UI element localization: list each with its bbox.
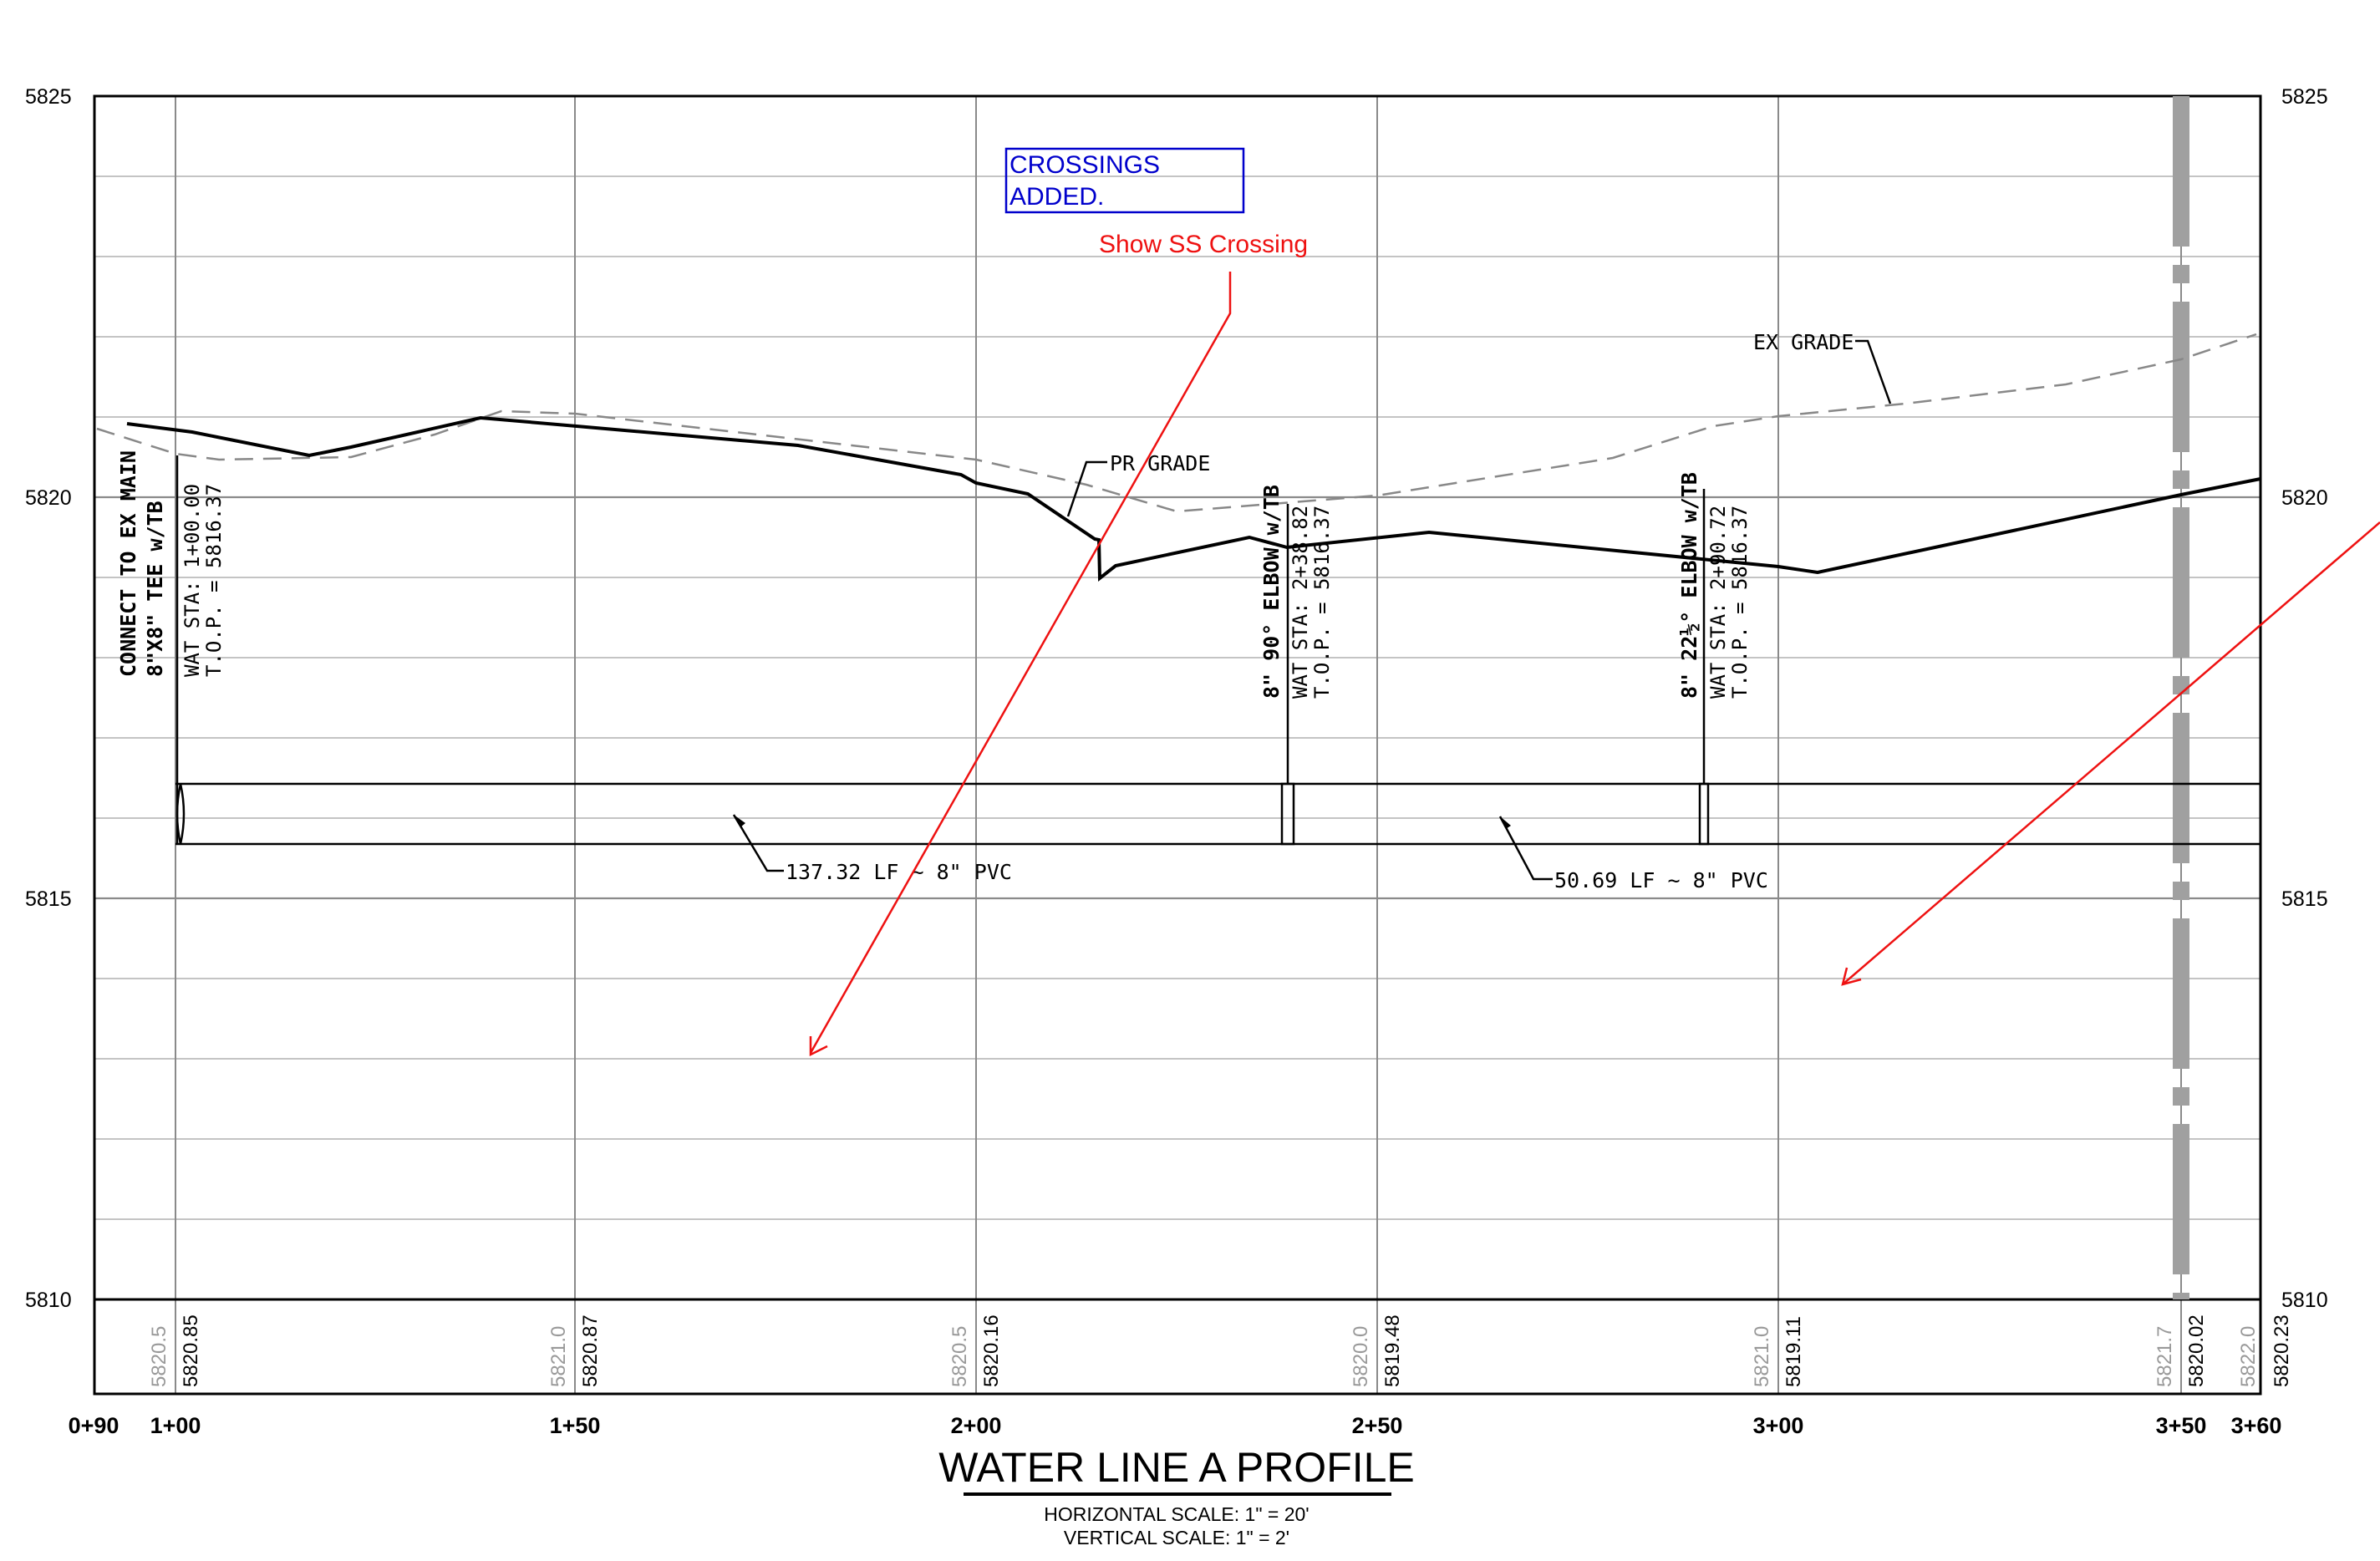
existing-elev-label: 5820.0	[1350, 1326, 1372, 1387]
elev-label-left: 5820	[25, 486, 72, 510]
existing-grade-label: EX GRADE	[1753, 330, 1854, 354]
station-label: 1+00	[150, 1413, 201, 1438]
proposed-elev-label: 5819.48	[1381, 1314, 1404, 1387]
elev-label-right: 5810	[2281, 1289, 2328, 1312]
profile-frame	[93, 94, 2262, 1396]
grade-callouts: PR GRADE EX GRADE	[1066, 330, 1892, 517]
proposed-elev-label: 5820.85	[180, 1314, 202, 1387]
existing-elev-label: 5820.5	[948, 1326, 971, 1387]
major-elevation-grid	[94, 496, 2260, 900]
elevation-labels: 5825 5820 5815 5810 5825 5820 5815 5810	[25, 85, 2328, 1312]
proposed-grade-label: PR GRADE	[1110, 451, 1210, 475]
horizontal-scale-note: HORIZONTAL SCALE: 1" = 20'	[1044, 1503, 1309, 1525]
station-grid	[175, 96, 2182, 1394]
ss-crossing-markup: Show SS Crossing	[809, 231, 2380, 1057]
drawing-title: WATER LINE A PROFILE	[938, 1444, 1415, 1491]
proposed-grade-line	[126, 415, 2261, 582]
elev-label-left: 5825	[25, 85, 72, 109]
existing-elev-label: 5820.5	[148, 1326, 170, 1387]
station-labels: 0+90 1+00 1+50 2+00 2+50 3+00 3+50 3+60	[69, 1413, 2282, 1438]
vertical-scale-note: VERTICAL SCALE: 1" = 2'	[1064, 1527, 1289, 1548]
elev-label-right: 5825	[2281, 85, 2328, 109]
horizontal-grid	[94, 175, 2260, 1220]
bottom-elevations: 5820.5 5820.85 5821.0 5820.87 5820.5 582…	[148, 1314, 2293, 1387]
fitting-name: 8" 90° ELBOW w/TB	[1259, 485, 1284, 699]
station-label: 1+50	[550, 1413, 601, 1438]
station-label: 2+00	[951, 1413, 1002, 1438]
fitting-top-of-pipe: T.O.P. = 5816.37	[1728, 506, 1752, 699]
pipe-callouts: 137.32 LF ~ 8" PVC 50.69 LF ~ 8" PVC	[732, 814, 1768, 892]
fitting-labels: CONNECT TO EX MAIN 8"X8" TEE w/TB WAT ST…	[116, 450, 1752, 699]
fitting-station: WAT STA: 2+38.82	[1289, 506, 1312, 699]
elev-label-right: 5820	[2281, 486, 2328, 510]
crossings-added-markup: CROSSINGS ADDED.	[1004, 147, 1245, 214]
proposed-elev-label: 5820.02	[2185, 1314, 2208, 1387]
station-label: 3+00	[1753, 1413, 1804, 1438]
crossings-markup-line: ADDED.	[1009, 183, 1104, 211]
proposed-elev-label: 5820.87	[579, 1314, 602, 1387]
fitting-top-of-pipe: T.O.P. = 5816.37	[202, 484, 226, 677]
pipe-length-label: 50.69 LF ~ 8" PVC	[1554, 868, 1768, 892]
pipe-length-label: 137.32 LF ~ 8" PVC	[786, 860, 1012, 884]
fitting-top-of-pipe: T.O.P. = 5816.37	[1310, 506, 1334, 699]
existing-elev-label: 5822.0	[2237, 1326, 2260, 1387]
elev-label-left: 5815	[25, 887, 72, 911]
elev-label-right: 5815	[2281, 887, 2328, 911]
existing-elev-label: 5821.0	[547, 1326, 570, 1387]
existing-elev-label: 5821.7	[2154, 1326, 2176, 1387]
fitting-station: WAT STA: 2+90.72	[1706, 506, 1730, 699]
fitting-leaders	[175, 455, 1706, 844]
proposed-elev-label: 5820.16	[980, 1314, 1003, 1387]
crossings-markup-line: CROSSINGS	[1009, 151, 1160, 179]
station-label: 0+90	[69, 1413, 120, 1438]
elev-label-left: 5810	[25, 1289, 72, 1312]
station-label: 2+50	[1352, 1413, 1403, 1438]
existing-grade-line	[96, 333, 2257, 513]
ss-crossing-note: Show SS Crossing	[1099, 231, 1308, 258]
existing-elev-label: 5821.0	[1751, 1326, 1773, 1387]
fitting-station: WAT STA: 1+00.00	[181, 484, 204, 677]
fitting-name: 8"X8" TEE w/TB	[143, 501, 167, 677]
proposed-elev-label: 5819.11	[1782, 1316, 1805, 1387]
station-label: 3+50	[2156, 1413, 2207, 1438]
proposed-elev-label: 5820.23	[2271, 1314, 2293, 1387]
water-pipe	[175, 782, 2260, 846]
station-label: 3+60	[2231, 1413, 2282, 1438]
fitting-name: 8" 22½° ELBOW w/TB	[1677, 472, 1701, 699]
drawing-title-block: WATER LINE A PROFILE HORIZONTAL SCALE: 1…	[938, 1444, 1415, 1548]
fitting-name: CONNECT TO EX MAIN	[116, 450, 140, 677]
